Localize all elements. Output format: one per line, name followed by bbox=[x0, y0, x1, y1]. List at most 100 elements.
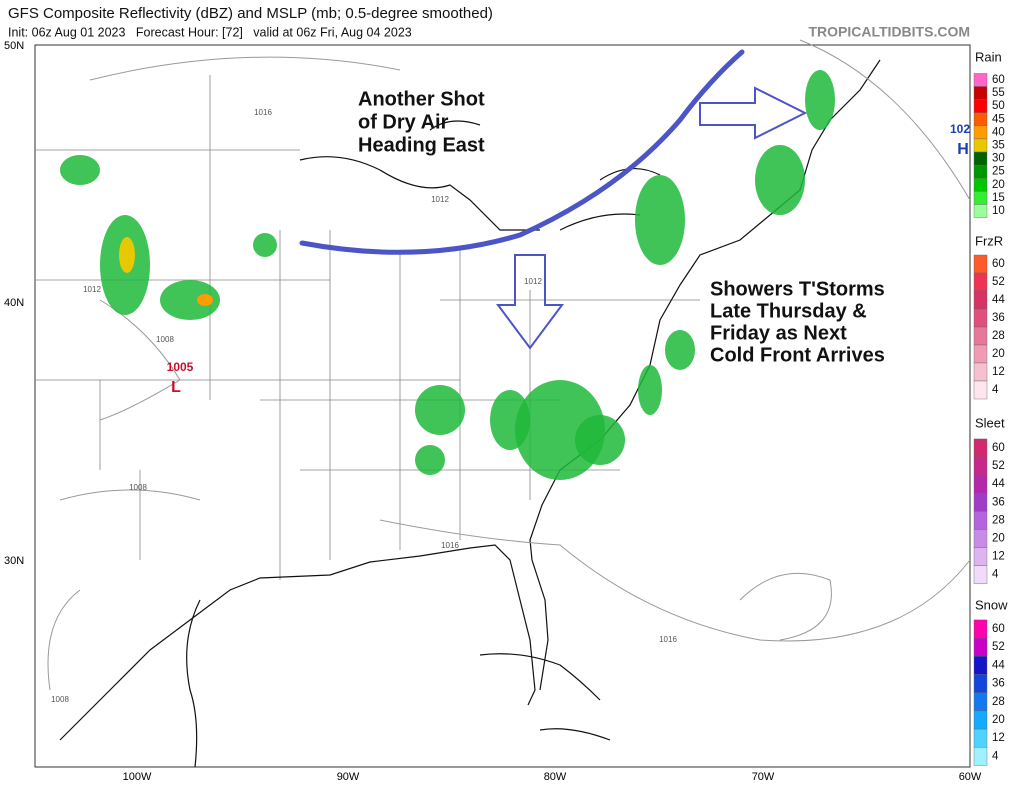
legend-level: 36 bbox=[992, 312, 1005, 324]
legend-swatch bbox=[973, 362, 988, 382]
legend-level: 44 bbox=[992, 478, 1005, 490]
legend-swatch bbox=[973, 674, 988, 693]
legend-level: 20 bbox=[992, 533, 1005, 545]
legend-swatch bbox=[973, 493, 988, 512]
legend-level: 12 bbox=[992, 732, 1005, 744]
legend-title: Snow bbox=[975, 597, 1008, 612]
title: GFS Composite Reflectivity (dBZ) and MSL… bbox=[8, 5, 493, 22]
annotation: Showers T'Storms bbox=[710, 278, 885, 300]
pressure-label: 1016 bbox=[659, 635, 677, 644]
legend-level: 12 bbox=[992, 366, 1005, 378]
pressure-label: 1012 bbox=[83, 285, 101, 294]
legend-swatch bbox=[973, 380, 988, 400]
legend-level: 60 bbox=[992, 623, 1005, 635]
legend-level: 60 bbox=[992, 74, 1005, 86]
legend-swatch bbox=[973, 151, 988, 166]
legend-level: 40 bbox=[992, 126, 1005, 138]
legend-swatch bbox=[973, 547, 988, 566]
legend-swatch bbox=[973, 637, 988, 657]
legend-swatch bbox=[973, 164, 988, 179]
lat-label: 40N bbox=[4, 297, 24, 309]
legend-swatch bbox=[973, 344, 988, 364]
legend-swatch bbox=[973, 565, 988, 584]
legend-swatch bbox=[973, 474, 988, 494]
legend-level: 20 bbox=[992, 179, 1005, 191]
annotation: Cold Front Arrives bbox=[710, 344, 885, 366]
legend-swatch bbox=[973, 272, 988, 292]
legend-swatch bbox=[973, 178, 988, 192]
legend-title: Sleet bbox=[975, 415, 1005, 430]
legend-swatch bbox=[973, 728, 988, 748]
lon-label: 60W bbox=[959, 771, 982, 783]
legend-title: FrzR bbox=[975, 233, 1003, 248]
legend-swatch bbox=[973, 710, 988, 730]
legend-level: 20 bbox=[992, 714, 1005, 726]
pressure-label: H bbox=[957, 141, 969, 158]
legend-level: 30 bbox=[992, 153, 1005, 165]
pressure-label: L bbox=[171, 379, 181, 396]
legend-swatch bbox=[973, 326, 988, 346]
legend-level: 10 bbox=[992, 205, 1005, 217]
pressure-label: 1005 bbox=[167, 360, 194, 374]
legend-level: 28 bbox=[992, 330, 1005, 342]
pressure-label: 1008 bbox=[156, 335, 174, 344]
legend-swatch bbox=[973, 529, 988, 548]
annotation: Late Thursday & bbox=[710, 300, 867, 322]
lon-label: 80W bbox=[544, 771, 567, 783]
legend-level: 44 bbox=[992, 294, 1005, 306]
legend-level: 36 bbox=[992, 678, 1005, 690]
legend-swatch bbox=[973, 656, 988, 675]
legend-level: 60 bbox=[992, 442, 1005, 454]
legend-level: 50 bbox=[992, 100, 1005, 112]
lat-label: 30N bbox=[4, 555, 24, 567]
legend-swatch bbox=[973, 191, 988, 205]
legend-swatch bbox=[973, 619, 988, 639]
pressure-label: 1012 bbox=[431, 195, 449, 204]
annotation: Friday as Next bbox=[710, 322, 847, 344]
legend-swatch bbox=[973, 438, 988, 458]
lon-label: 90W bbox=[337, 771, 360, 783]
legend-level: 60 bbox=[992, 258, 1005, 270]
pressure-label: 102 bbox=[950, 122, 970, 136]
legend-swatch bbox=[973, 308, 988, 328]
legend-swatch bbox=[973, 747, 988, 766]
legend-title: Rain bbox=[975, 49, 1002, 64]
pressure-label: 1008 bbox=[51, 695, 69, 704]
legend-level: 4 bbox=[992, 750, 999, 762]
legend-level: 4 bbox=[992, 384, 999, 396]
legend-level: 52 bbox=[992, 460, 1005, 472]
legend-level: 20 bbox=[992, 348, 1005, 360]
pressure-label: 1016 bbox=[254, 108, 272, 117]
pressure-label: 1008 bbox=[129, 483, 147, 492]
subtitle: Init: 06z Aug 01 2023 Forecast Hour: [72… bbox=[8, 25, 412, 39]
legend-swatch bbox=[973, 290, 988, 310]
legend-level: 15 bbox=[992, 192, 1005, 204]
legend-swatch bbox=[973, 86, 988, 100]
legend-level: 52 bbox=[992, 276, 1005, 288]
legend-swatch bbox=[973, 73, 988, 87]
legend-level: 4 bbox=[992, 569, 999, 581]
legend-swatch bbox=[973, 112, 988, 127]
legend-level: 55 bbox=[992, 87, 1005, 99]
legend-level: 45 bbox=[992, 113, 1005, 125]
legend-swatch bbox=[973, 456, 988, 476]
watermark: TROPICALTIDBITS.COM bbox=[808, 24, 970, 40]
lon-label: 70W bbox=[752, 771, 775, 783]
map-layout bbox=[35, 39, 971, 768]
legend-swatch bbox=[973, 125, 988, 140]
legend-level: 28 bbox=[992, 696, 1005, 708]
legend-level: 28 bbox=[992, 514, 1005, 526]
lat-label: 50N bbox=[4, 40, 24, 52]
legend-level: 36 bbox=[992, 496, 1005, 508]
legend-swatch bbox=[973, 204, 988, 218]
legend-swatch bbox=[973, 254, 988, 274]
legend-level: 25 bbox=[992, 166, 1005, 178]
legend-swatch bbox=[973, 99, 988, 113]
pressure-label: 1012 bbox=[524, 277, 542, 286]
legend-level: 52 bbox=[992, 641, 1005, 653]
legend-level: 12 bbox=[992, 551, 1005, 563]
legend-level: 35 bbox=[992, 140, 1005, 152]
lon-label: 100W bbox=[123, 771, 152, 783]
annotation: Another Shot bbox=[358, 88, 485, 110]
